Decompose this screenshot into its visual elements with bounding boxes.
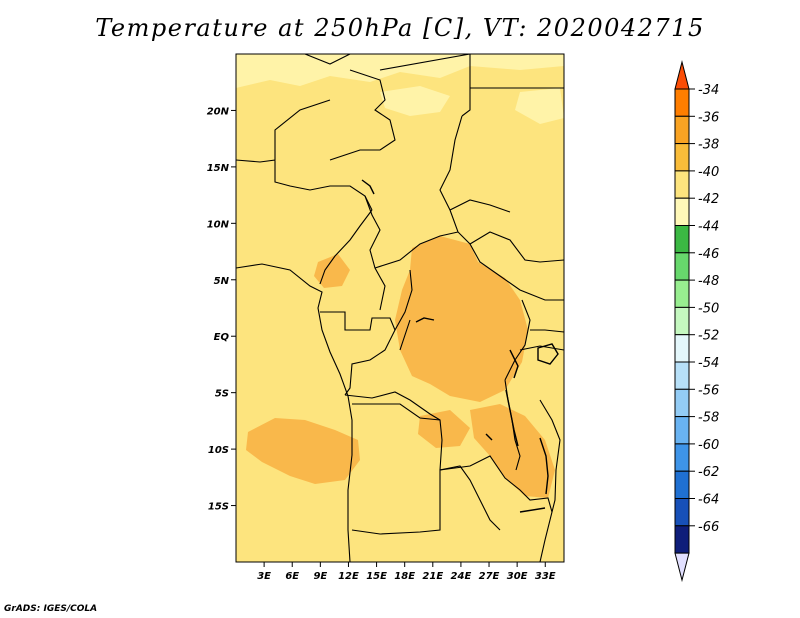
colorbar-label: -44 [698,220,719,235]
coastline-west [236,263,353,562]
border-zambia [439,455,553,513]
lake-chad [361,179,375,195]
colorbar-label: -48 [698,274,719,289]
colorbar-swatch [674,416,690,445]
warm-region-southeast [470,404,555,498]
colorbar-label: -46 [698,247,719,262]
colorbar-swatch [674,225,690,254]
map-axes: 20N 15N 10N 5N EQ 5S 10S 15S 3E 6E 9E 12E 15E 18E 21E 2… [207,106,556,582]
colorbar-label: -64 [698,493,719,508]
lake-malawi [539,437,549,495]
colorbar-label: -36 [698,110,719,125]
lakes [361,179,559,513]
border-north [304,54,396,161]
lake-mweru [485,433,493,441]
colorbar-swatch [674,252,690,281]
colorbar-label: -58 [698,411,719,426]
colorbar-swatch [674,170,690,199]
border-angola [351,403,501,535]
lake-victoria [537,343,559,365]
border-libya [379,54,471,117]
lat-tick-label: 15S [208,502,229,513]
lat-tick-label: 15N [207,163,230,174]
colorbar-swatch [674,143,690,172]
lon-tick-label: 18E [394,571,415,582]
lon-tick-label: 24E [451,571,472,582]
grads-credit: GrADS: IGES/COLA [4,604,98,614]
colorbar-label: -56 [698,383,719,398]
colorbar-swatch [674,88,690,117]
map-frame [235,53,565,563]
border-chad-sudan [439,115,564,301]
cold-patch [515,88,564,124]
colorbar-swatch [674,361,690,390]
lat-tick-label: EQ [214,332,230,343]
lat-tick-label: 10S [208,445,229,456]
lon-tick-label: 27E [479,571,500,582]
warm-patch [314,254,350,288]
lat-tick-label: 10N [207,219,230,230]
colorbar-label: -40 [698,165,719,180]
colorbar-swatch [674,470,690,500]
lon-tick-label: 3E [257,571,271,582]
colorbar-swatch [674,115,690,145]
colorbar-swatch [674,279,690,308]
lat-tick-label: 20N [207,106,230,117]
colorbar-swatch [674,388,690,418]
lake-albert [509,349,519,379]
colorbar-swatch [674,197,690,226]
colorbar-label: -60 [698,438,719,453]
colorbar-label: -62 [698,465,719,480]
colorbar-swatch [674,525,690,554]
colorbar-label: -34 [698,83,719,98]
border-east [519,329,564,562]
colorbar-bottom-arrow [674,552,690,583]
lon-tick-label: 21E [422,571,443,582]
colorbar-label: -50 [698,301,719,316]
colorbar-swatch [674,334,690,363]
border-drc-west [344,269,443,471]
lon-tick-label: 9E [313,571,327,582]
warm-region-southwest [246,418,360,484]
map-title: Temperature at 250hPa [C], VT: 202004271… [95,14,705,42]
lon-tick-label: 30E [507,571,528,582]
colorbar-label: -66 [698,520,719,535]
border-sudan-south [449,199,564,263]
warm-region-central [395,236,528,402]
colorbar-swatch [674,443,690,472]
colorbar-label: -54 [698,356,719,371]
colorbar: -34 -36 -38 -40 -42 -44 -46 -48 -50 -52 -54 -56 -58 -… [674,60,719,583]
cold-patch [380,86,450,116]
lat-tick-label: 5N [214,276,230,287]
lon-tick-label: 15E [366,571,387,582]
lake-kariba [519,507,546,513]
lake-tanganyika [505,389,519,447]
cold-region-north [236,54,564,88]
lon-tick-label: 12E [338,571,359,582]
lake-upemba [415,317,435,323]
lat-tick-label: 5S [215,389,229,400]
colorbar-swatch [674,498,690,527]
border-niger-nigeria [236,99,373,211]
colorbar-label: -42 [698,192,719,207]
border-nigeria-cameroon [319,195,386,311]
colorbar-label: -38 [698,138,719,153]
lon-tick-label: 6E [285,571,299,582]
lon-tick-label: 33E [535,571,556,582]
border-congo [320,311,396,396]
colorbar-label: -52 [698,329,719,344]
colorbar-swatch [674,306,690,336]
colorbar-top-arrow [674,60,690,90]
border-car [374,231,459,269]
